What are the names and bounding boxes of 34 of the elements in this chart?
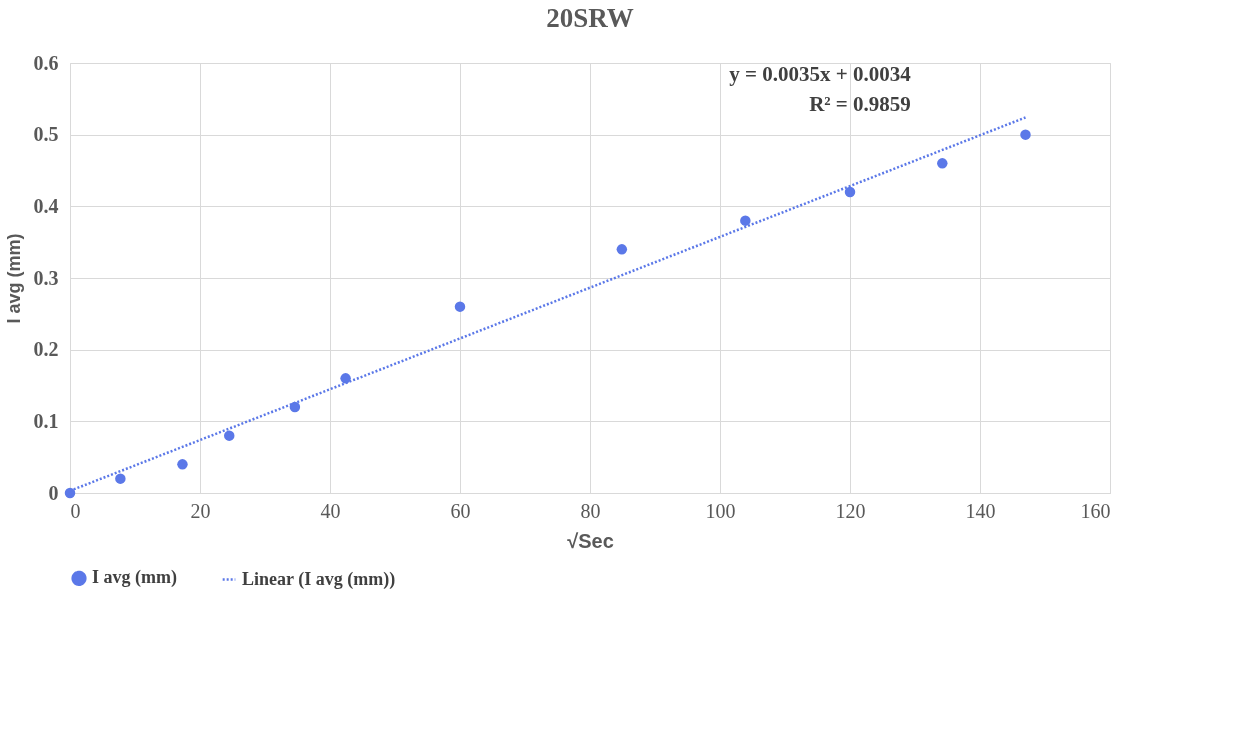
y-tick-label: 0.2	[33, 338, 59, 361]
point	[1020, 129, 1031, 140]
x-tick-label: 40	[320, 499, 341, 522]
annotation: y = 0.0035x + 0.0034	[729, 62, 912, 86]
x-tick-label: 100	[705, 499, 736, 522]
y-tick-label: 0.6	[33, 51, 59, 74]
point	[177, 459, 188, 470]
y-tick-label: 0.3	[33, 266, 59, 289]
x-tick-label: 20	[190, 499, 211, 522]
x-tick-label: 120	[835, 499, 866, 522]
point	[740, 215, 751, 226]
point	[64, 487, 76, 499]
y-tick-label: 0.4	[33, 194, 59, 217]
y-tick-label: 0.5	[33, 123, 59, 146]
legend-label: I avg (mm)	[92, 567, 177, 589]
point	[937, 158, 948, 169]
y-tick-label: 0.1	[33, 409, 59, 432]
point	[454, 301, 466, 312]
point	[340, 373, 351, 384]
x-tick-label: 60	[450, 499, 471, 522]
point	[844, 186, 856, 198]
x-tick-label: 140	[965, 499, 996, 522]
x-tick-label: 160	[1080, 499, 1111, 522]
chart-title: 20SRW	[546, 3, 634, 33]
x-tick-label: 80	[580, 499, 601, 522]
point	[224, 430, 235, 441]
x-axis-title: √Sec	[567, 529, 614, 552]
legend-label: Linear (I avg (mm))	[242, 568, 396, 590]
y-axis-title: I avg (mm)	[3, 233, 24, 324]
x-tick-label: 0	[70, 499, 81, 522]
point	[616, 244, 628, 255]
point	[115, 473, 126, 484]
y-tick-label: 0	[48, 481, 59, 504]
annotation: R² = 0.9859	[809, 92, 911, 116]
